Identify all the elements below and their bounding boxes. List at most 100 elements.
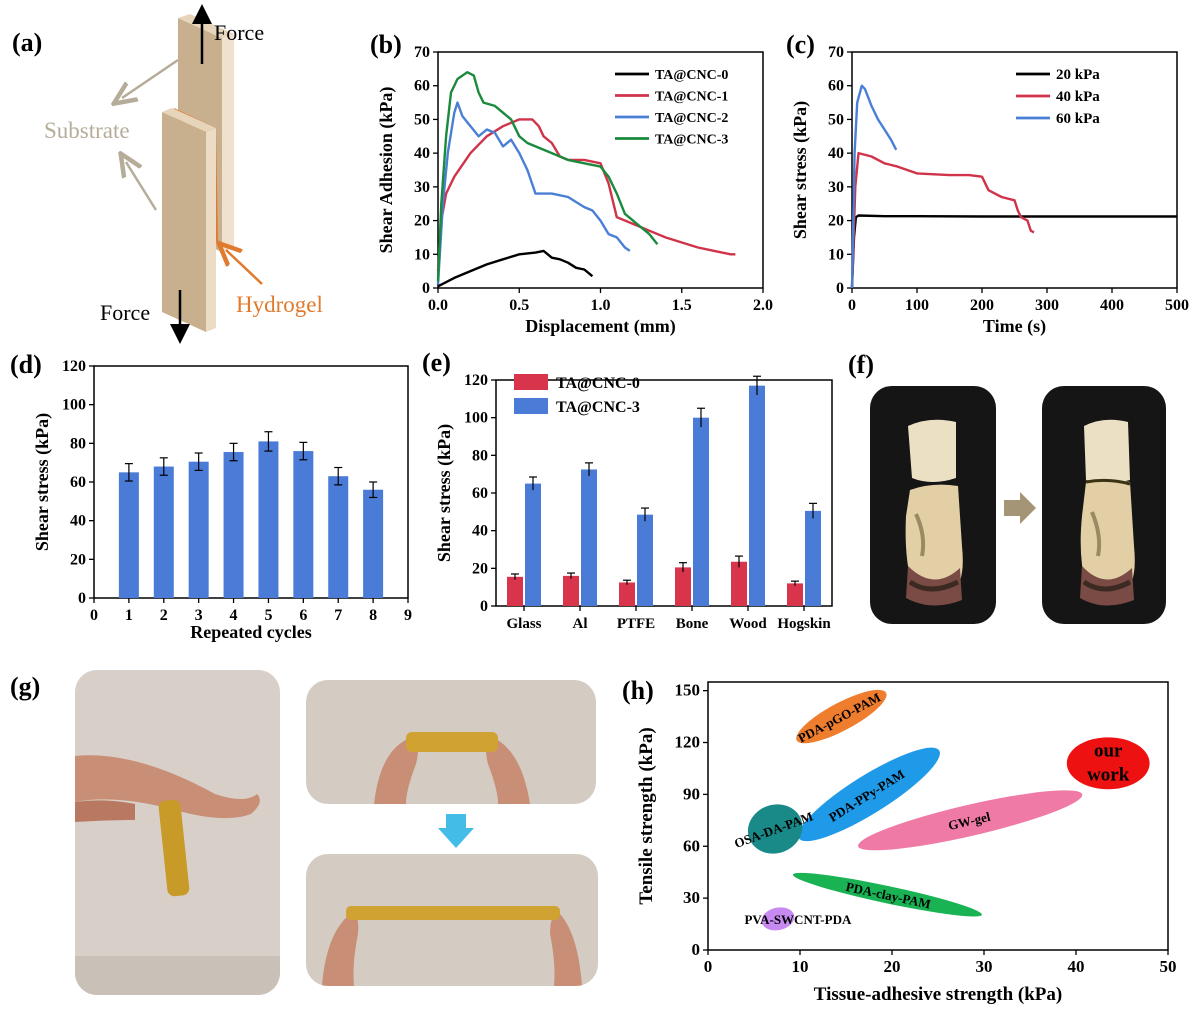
series-line-3 [850,84,898,289]
chart-shear-adhesion: 0 10 20 30 40 50 60 70 0.0 0.5 1.0 1.5 2.0 Displaceme… [376,44,773,337]
panel-label-h: (h) [622,676,654,705]
y-tick-label: 150 [675,681,701,700]
y-tick-label: 80 [70,435,86,452]
legend-label: TA@CNC-3 [556,399,640,416]
x-tick-label: 5 [264,607,272,624]
bar-wood-2 [749,385,765,606]
legend-label: TA@CNC-0 [655,68,728,83]
bar-cycle-5 [258,441,279,598]
legend-swatch [514,374,548,390]
legend-label: 20 kPa [1056,67,1100,83]
x-tick-label: 8 [369,607,377,624]
photo-hydrogel-stretched [306,854,598,986]
bar-cycle-1 [118,472,139,598]
y-tick-label: 30 [683,888,700,907]
legend-label: TA@CNC-2 [655,111,728,126]
arrow-right-icon [1004,492,1036,524]
region-label: our [1094,740,1123,761]
region-osa-da-pam [747,804,803,854]
x-tick-label: 200 [970,297,994,314]
photo-hydrogel-unstretched [306,680,596,804]
bar-cycle-4 [223,452,244,598]
x-axis-label: Tissue-adhesive strength (kPa) [814,984,1062,1005]
y-tick-label: 100 [62,397,86,414]
y-tick-label: 60 [414,78,430,95]
chart-substrates: 0 20 40 60 80 100 120 Shear stress (kPa) Glass Al… [434,372,833,632]
schematic-diagram: Force Force Substrate Hydrogel [44,4,323,344]
x-tick-label: Hogskin [777,616,831,632]
y-tick-label: 120 [62,358,86,375]
bar-glass-1 [507,576,523,606]
plot-frame [93,365,409,599]
x-tick-label: PTFE [617,616,655,632]
bar-cycle-2 [153,466,174,598]
x-axis-label: Time (s) [983,316,1046,337]
y-axis-label: Shear Adhesion (kPa) [376,87,397,254]
x-tick-label: 1.5 [672,297,692,314]
x-tick-label: Wood [729,616,767,632]
region-label: PDA-pGO-PAM [795,690,883,746]
y-tick-label: 40 [70,513,86,530]
x-tick-label: 500 [1165,297,1189,314]
region-our-work [1066,737,1150,790]
series-line-4 [436,71,659,282]
panel-label-a: (a) [12,28,43,57]
y-tick-label: 60 [683,836,700,855]
hydrogel-pointer [226,250,263,285]
y-tick-label: 0 [480,598,488,615]
chart-repeated-cycles: 0 20 40 60 80 100 120 0 1 2 3 4 5 6 7 8 9 Repeated cycles… [32,358,412,642]
y-tick-label: 10 [828,246,844,263]
region-pda-clay-pam [792,872,982,917]
substrate-pointer-2 [126,162,158,211]
legend-label: TA@CNC-1 [655,90,728,105]
y-axis-label: Shear stress (kPa) [434,424,455,562]
y-axis-label: Shear stress (kPa) [790,101,811,239]
x-tick-label: 2 [160,607,168,624]
x-tick-label: 0 [848,297,856,314]
x-tick-label: 100 [905,297,929,314]
x-axis-label: Displacement (mm) [525,316,675,337]
y-tick-label: 40 [414,145,430,162]
x-tick-label: Glass [506,616,541,632]
bar-hogskin-1 [787,583,803,606]
y-tick-label: 10 [414,246,430,263]
y-tick-label: 0 [78,590,86,607]
x-tick-label: 0 [704,957,713,976]
bar-cycle-3 [188,461,209,598]
bar-cycle-7 [328,476,349,598]
panel-label-e: (e) [422,348,451,377]
photo-bone-broken [870,386,996,624]
bar-bone-1 [675,567,691,606]
legend-label: TA@CNC-3 [655,133,728,148]
x-tick-label: 30 [976,957,993,976]
arrow-down-icon [438,814,474,848]
chart-comparison: 0 30 60 90 120 150 0 10 20 30 40 50 Tissue-adhesive … [636,681,1177,1005]
x-tick-label: Al [573,616,588,632]
substrate-pointer-1 [122,58,179,98]
y-tick-label: 40 [828,145,844,162]
plot-frame [437,51,764,289]
y-axis-label: Tensile strength (kPa) [636,727,657,904]
panel-label-d: (d) [10,350,42,379]
x-tick-label: 4 [230,607,238,624]
y-tick-label: 70 [828,44,844,61]
y-tick-label: 60 [472,485,488,502]
y-tick-label: 50 [828,111,844,128]
panel-label-b: (b) [370,30,402,59]
x-tick-label: 300 [1035,297,1059,314]
series-line-3 [436,101,631,285]
y-tick-label: 20 [472,560,488,577]
series-line-2 [850,151,1035,289]
y-tick-label: 0 [836,280,844,297]
x-tick-label: 0.5 [509,297,529,314]
photo-hydrogel-hanging [75,670,280,995]
panel-label-f: (f) [848,350,874,379]
y-tick-label: 60 [828,78,844,95]
panel-label-c: (c) [786,30,815,59]
y-tick-label: 20 [414,213,430,230]
series-line-1 [850,214,1177,289]
substrate-label: Substrate [44,118,130,143]
y-tick-label: 0 [422,280,430,297]
bar-glass-2 [525,483,541,606]
bar-cycle-8 [363,489,384,598]
